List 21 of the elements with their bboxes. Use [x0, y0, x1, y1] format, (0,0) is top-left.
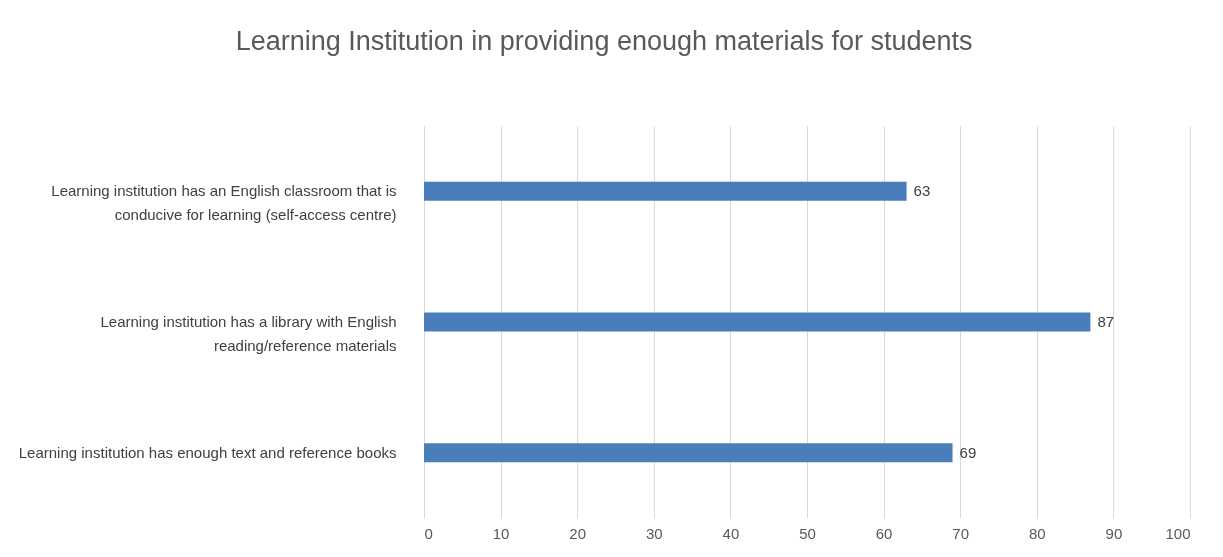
data-label: 63	[913, 182, 931, 200]
x-tick-label: 50	[799, 524, 816, 542]
y-tick-label: Learning institution has enough text and reference books	[18, 443, 397, 461]
x-tick-label: 10	[492, 524, 510, 542]
x-tick-label: 30	[645, 524, 663, 542]
x-tick-label: 60	[875, 524, 893, 542]
x-tick-label: 90	[1105, 524, 1123, 542]
bar	[424, 312, 1091, 332]
x-tick-label: 80	[1028, 524, 1046, 542]
data-label: 69	[959, 443, 977, 461]
x-tick-label: 20	[569, 524, 587, 542]
data-label: 87	[1097, 313, 1115, 330]
x-tick-label: 100	[1165, 524, 1191, 542]
y-tick-label: Learning institution has an English classroom that is conducive for learning (self-access centre)	[51, 182, 397, 224]
bar	[424, 443, 953, 463]
y-tick-label: Learning institution has a library with English reading/reference materials	[100, 313, 397, 354]
x-tick-label: 70	[952, 524, 970, 542]
bar	[424, 181, 907, 201]
x-tick-label: 40	[722, 524, 740, 542]
x-tick-label: 0	[424, 524, 433, 542]
chart-title: Learning Institution in providing enough materials for students	[235, 26, 973, 56]
